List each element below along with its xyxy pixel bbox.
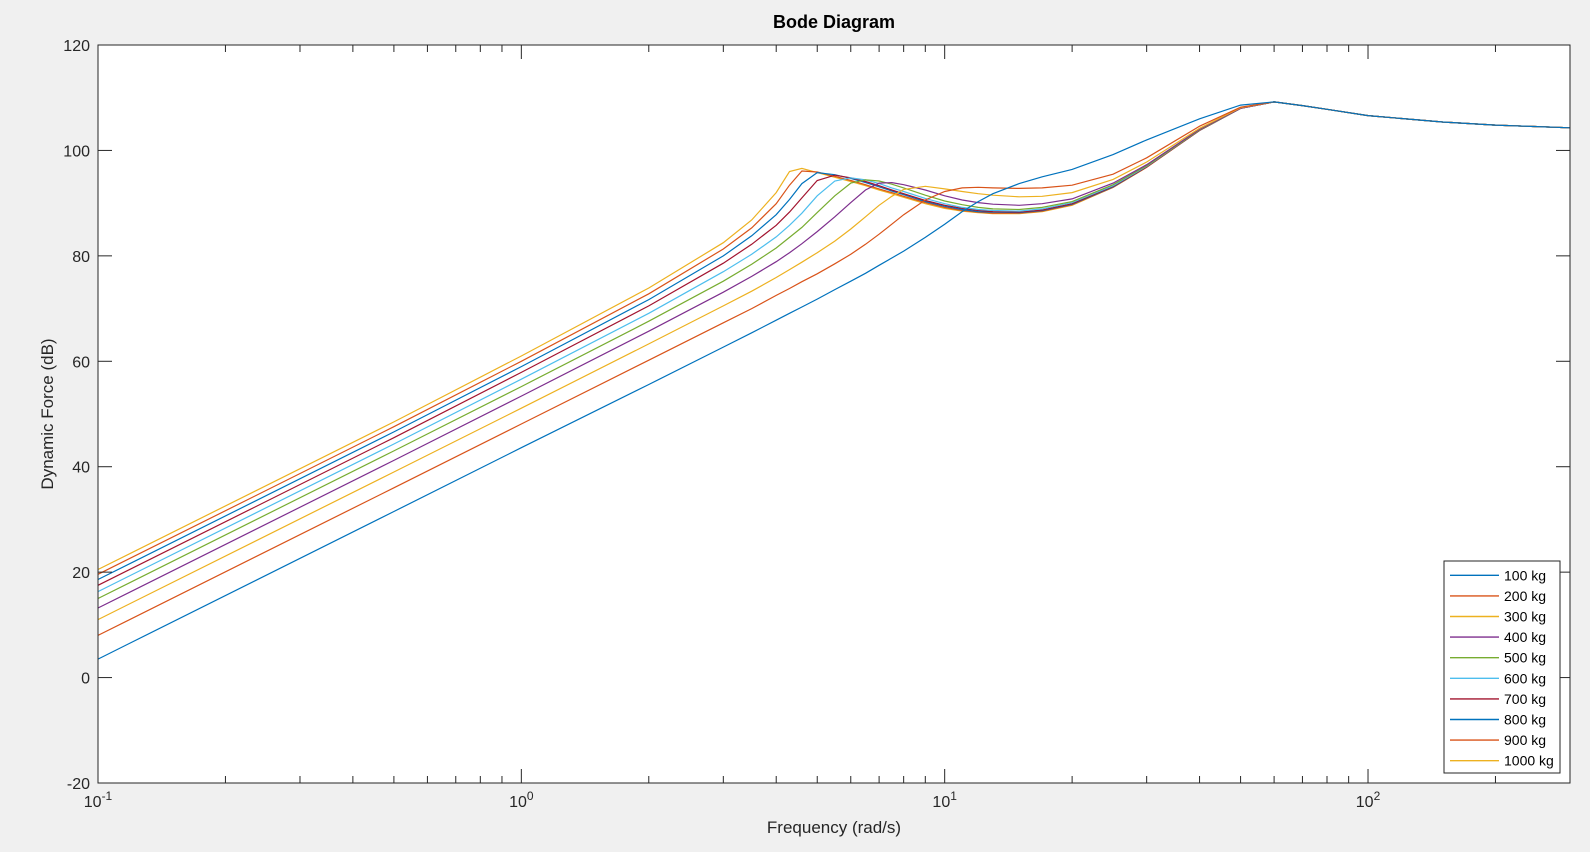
y-tick-label: 60 [72,354,90,371]
x-tick-label: 102 [1356,789,1381,811]
series-line-0 [97,101,1571,660]
legend-label: 1000 kg [1504,753,1554,769]
tick-labels-layer: -20 0 20 40 60 80 100 120 10-1 100 101 102 [63,38,1380,811]
legend-label: 100 kg [1504,567,1546,583]
legend: 100 kg 200 kg 300 kg 400 kg 500 kg 600 kg 700 … [1443,560,1561,774]
chart-title: Bode Diagram [773,12,895,32]
legend-label: 900 kg [1504,732,1546,748]
y-tick-label: 40 [72,460,90,477]
y-tick-label: 0 [81,671,90,688]
y-axis-label: Dynamic Force (dB) [38,338,57,489]
legend-label: 600 kg [1504,670,1546,686]
y-tick-label: 120 [63,38,90,55]
x-axis-label: Frequency (rad/s) [767,818,901,837]
curves-layer [97,101,1571,660]
x-tick-label: 10-1 [84,789,113,811]
y-tick-label: 20 [72,565,90,582]
legend-label: 200 kg [1504,588,1546,604]
x-tick-label: 101 [932,789,957,811]
plot-area [98,45,1570,783]
x-tick-label: 100 [509,789,534,811]
legend-label: 500 kg [1504,650,1546,666]
legend-label: 700 kg [1504,691,1546,707]
legend-label: 800 kg [1504,712,1546,728]
y-tick-label: 80 [72,249,90,266]
legend-label: 400 kg [1504,629,1546,645]
y-tick-label: -20 [67,776,90,793]
legend-label: 300 kg [1504,609,1546,625]
plot-frame [97,44,1571,784]
y-tick-label: 100 [63,143,90,160]
